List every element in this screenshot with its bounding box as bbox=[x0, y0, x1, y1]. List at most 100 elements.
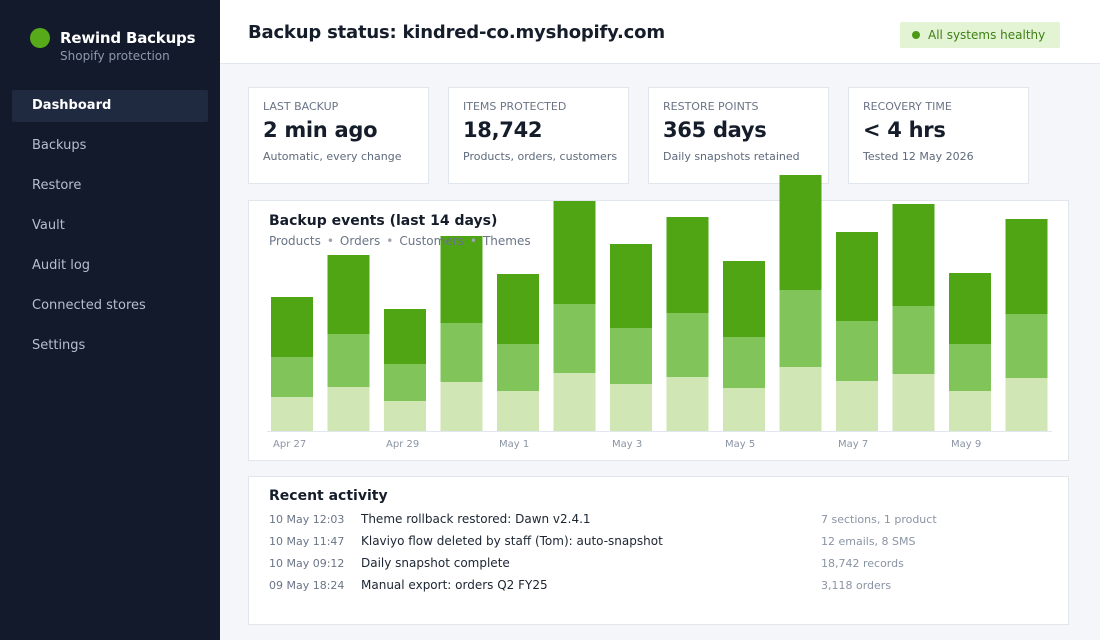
chart-bar-segment[interactable] bbox=[666, 377, 709, 431]
chart-bar-segment[interactable] bbox=[779, 175, 822, 290]
chart-bar-segment[interactable] bbox=[836, 232, 878, 321]
chart-bar-segment[interactable] bbox=[836, 321, 878, 381]
stat-value: 365 days bbox=[663, 118, 767, 142]
chart-x-tick-label: Apr 27 bbox=[273, 439, 306, 450]
activity-meta: 12 emails, 8 SMS bbox=[821, 535, 916, 548]
legend-separator: • bbox=[386, 234, 394, 248]
stat-value: 18,742 bbox=[463, 118, 543, 142]
chart-bar-segment[interactable] bbox=[949, 391, 991, 431]
activity-time: 09 May 18:24 bbox=[269, 579, 345, 592]
legend-item-orders: Orders bbox=[339, 234, 381, 248]
sidebar-item-restore[interactable]: Restore bbox=[32, 178, 82, 193]
chart-bar-segment[interactable] bbox=[327, 255, 370, 334]
legend-separator: • bbox=[469, 234, 477, 248]
activity-description: Daily snapshot complete bbox=[361, 556, 510, 570]
chart-bar-segment[interactable] bbox=[384, 309, 426, 364]
legend-item-customers: Customers bbox=[399, 234, 464, 248]
activity-time: 10 May 11:47 bbox=[269, 535, 345, 548]
brand-logo-icon bbox=[30, 28, 50, 48]
chart-bar-segment[interactable] bbox=[892, 374, 935, 431]
sidebar-item-audit-log[interactable]: Audit log bbox=[32, 258, 91, 273]
chart-bar-segment[interactable] bbox=[723, 261, 765, 337]
legend-item-themes: Themes bbox=[482, 234, 531, 248]
chart-bar-segment[interactable] bbox=[779, 367, 822, 431]
chart-bar-segment[interactable] bbox=[892, 204, 935, 306]
app-name: Rewind Backups bbox=[60, 29, 196, 47]
chart-bar-segment[interactable] bbox=[610, 244, 652, 328]
sidebar-item-dashboard[interactable]: Dashboard bbox=[12, 90, 208, 122]
sidebar: Rewind Backups Shopify protection Dashbo… bbox=[0, 0, 220, 640]
stat-card-restore-points: RESTORE POINTS 365 days Daily snapshots … bbox=[648, 87, 829, 184]
backup-events-chart-card: Apr 27 Apr 29 May 1 May 3 May 5 May 7 May 9 Ba… bbox=[248, 175, 1069, 461]
chart-x-tick-label: Apr 29 bbox=[386, 439, 419, 450]
chart-bar-segment[interactable] bbox=[949, 273, 991, 344]
chart-bar-segment[interactable] bbox=[497, 274, 539, 344]
stat-value: 2 min ago bbox=[263, 118, 378, 142]
app-subtitle: Shopify protection bbox=[60, 49, 170, 63]
chart-legend: Products • Orders • Customers • Themes bbox=[269, 234, 531, 248]
chart-bar-segment[interactable] bbox=[440, 323, 483, 382]
chart-bar-segment[interactable] bbox=[1005, 378, 1048, 431]
chart-bar-segment[interactable] bbox=[271, 397, 313, 431]
chart-bar-segment[interactable] bbox=[610, 328, 652, 384]
chart-bar-segment[interactable] bbox=[1005, 219, 1048, 314]
stat-card-recovery-time: RECOVERY TIME < 4 hrs Tested 12 May 2026 bbox=[848, 87, 1029, 184]
activity-row[interactable]: 10 May 09:12 Daily snapshot complete 18,… bbox=[249, 554, 1068, 576]
sidebar-item-vault[interactable]: Vault bbox=[32, 218, 65, 233]
chart-bar-segment[interactable] bbox=[836, 381, 878, 431]
activity-description: Manual export: orders Q2 FY25 bbox=[361, 578, 548, 592]
activity-meta: 18,742 records bbox=[821, 557, 904, 570]
chart-bar-segment[interactable] bbox=[949, 344, 991, 391]
chart-bar-segment[interactable] bbox=[384, 401, 426, 431]
chart-bar-segment[interactable] bbox=[440, 236, 483, 323]
chart-x-tick-label: May 7 bbox=[838, 439, 868, 450]
chart-bar-segment[interactable] bbox=[553, 373, 596, 431]
stat-sub: Automatic, every change bbox=[263, 150, 402, 163]
chart-bar-segment[interactable] bbox=[666, 217, 709, 313]
recent-activity-card: Recent activity 10 May 12:03 Theme rollb… bbox=[248, 476, 1069, 625]
stat-sub: Tested 12 May 2026 bbox=[863, 150, 974, 163]
activity-row[interactable]: 10 May 12:03 Theme rollback restored: Da… bbox=[249, 510, 1068, 532]
chart-bar-segment[interactable] bbox=[553, 201, 596, 304]
activity-time: 10 May 09:12 bbox=[269, 557, 345, 570]
chart-bar-segment[interactable] bbox=[666, 313, 709, 377]
stat-card-items-protected: ITEMS PROTECTED 18,742 Products, orders,… bbox=[448, 87, 629, 184]
activity-meta: 7 sections, 1 product bbox=[821, 513, 937, 526]
chart-bar-segment[interactable] bbox=[327, 387, 370, 431]
sidebar-item-settings[interactable]: Settings bbox=[32, 338, 86, 353]
activity-title: Recent activity bbox=[269, 488, 388, 504]
chart-bar-segment[interactable] bbox=[1005, 314, 1048, 378]
chart-bar-segment[interactable] bbox=[497, 344, 539, 391]
chart-bar-segment[interactable] bbox=[497, 391, 539, 431]
activity-time: 10 May 12:03 bbox=[269, 513, 345, 526]
chart-bar-segment[interactable] bbox=[723, 388, 765, 431]
chart-bar-segment[interactable] bbox=[271, 297, 313, 357]
stat-label: RESTORE POINTS bbox=[663, 100, 759, 113]
activity-meta: 3,118 orders bbox=[821, 579, 892, 592]
chart-bar-segment[interactable] bbox=[271, 357, 313, 397]
status-badge-label: All systems healthy bbox=[928, 28, 1046, 42]
chart-bar-segment[interactable] bbox=[327, 334, 370, 387]
chart-bar-segment[interactable] bbox=[723, 337, 765, 388]
status-badge[interactable]: All systems healthy bbox=[900, 22, 1060, 48]
stat-label: LAST BACKUP bbox=[263, 100, 339, 113]
chart-x-tick-label: May 5 bbox=[725, 439, 755, 450]
activity-row[interactable]: 10 May 11:47 Klaviyo flow deleted by sta… bbox=[249, 532, 1068, 554]
stat-value: < 4 hrs bbox=[863, 118, 946, 142]
chart-bar-segment[interactable] bbox=[610, 384, 652, 431]
sidebar-item-connected-stores[interactable]: Connected stores bbox=[32, 298, 146, 313]
chart-bar-segment[interactable] bbox=[553, 304, 596, 373]
legend-item-products: Products bbox=[269, 234, 321, 248]
chart-x-tick-label: May 1 bbox=[499, 439, 529, 450]
brand[interactable]: Rewind Backups Shopify protection bbox=[30, 28, 210, 68]
chart-bar-segment[interactable] bbox=[440, 382, 483, 431]
chart-bar-segment[interactable] bbox=[384, 364, 426, 401]
sidebar-item-backups[interactable]: Backups bbox=[32, 138, 87, 153]
chart-x-tick-label: May 9 bbox=[951, 439, 981, 450]
chart-bar-segment[interactable] bbox=[779, 290, 822, 367]
legend-separator: • bbox=[326, 234, 334, 248]
chart-bar-segment[interactable] bbox=[892, 306, 935, 374]
activity-row[interactable]: 09 May 18:24 Manual export: orders Q2 FY… bbox=[249, 576, 1068, 598]
stat-sub: Products, orders, customers bbox=[463, 150, 618, 163]
activity-description: Klaviyo flow deleted by staff (Tom): aut… bbox=[361, 534, 663, 548]
